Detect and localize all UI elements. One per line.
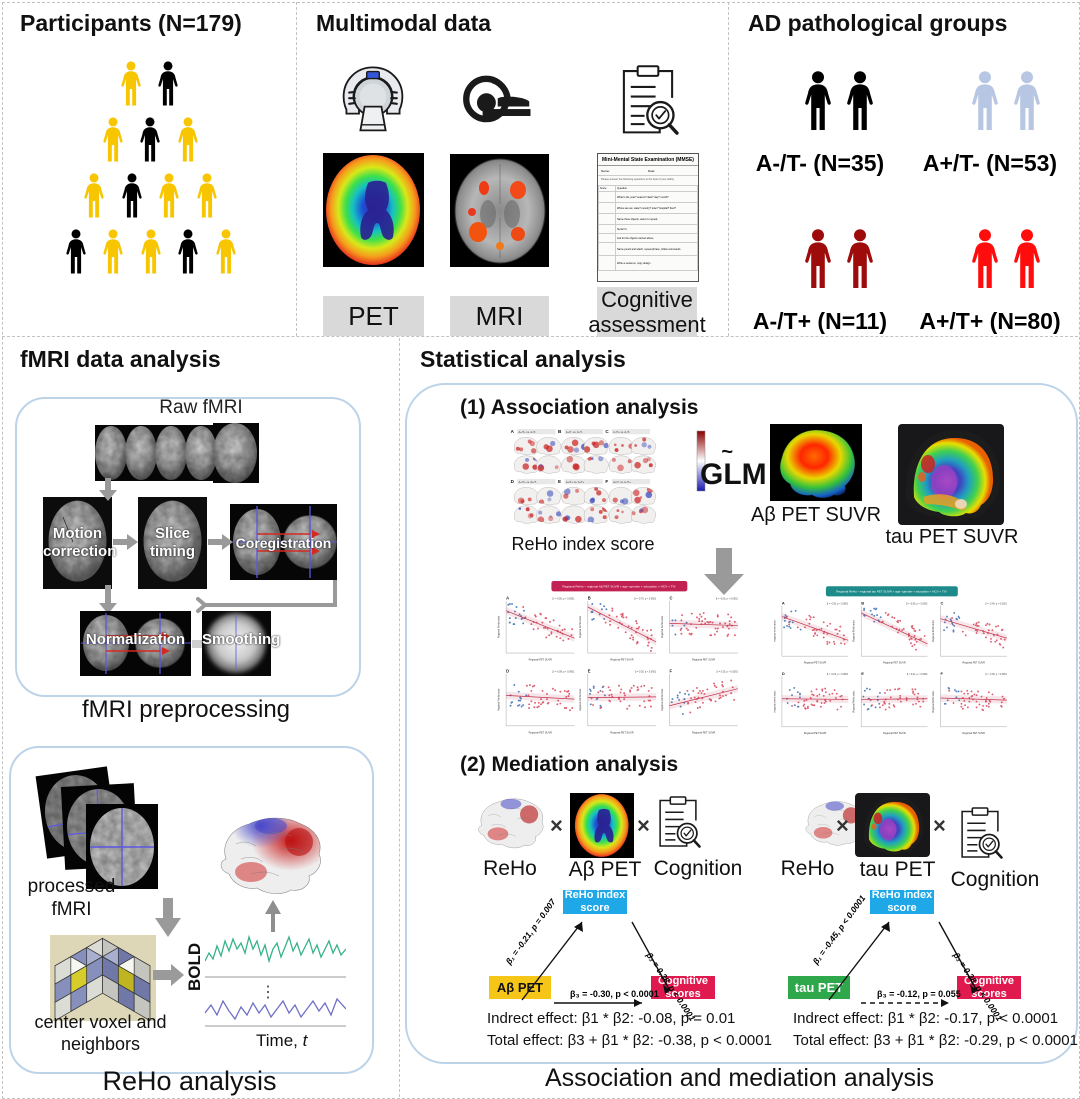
- svg-text:B: B: [558, 429, 562, 434]
- svg-text:Regional ReHo index: Regional ReHo index: [774, 690, 776, 713]
- svg-text:Regional PET SUVR: Regional PET SUVR: [610, 731, 633, 734]
- svg-text:E: E: [588, 668, 591, 673]
- svg-text:D: D: [782, 671, 785, 676]
- svg-text:D: D: [506, 668, 509, 673]
- svg-text:Regional ReHo index: Regional ReHo index: [854, 690, 856, 713]
- svg-text:A+/T+ vs. A+/T-: A+/T+ vs. A+/T-: [519, 480, 537, 484]
- svg-text:Regional ReHo index: Regional ReHo index: [497, 615, 500, 638]
- svg-text:Regional PET SUVR: Regional PET SUVR: [692, 658, 715, 661]
- svg-text:D: D: [511, 479, 515, 484]
- svg-text:C: C: [670, 596, 673, 601]
- svg-text:β = -0.40, p < 0.0001: β = -0.40, p < 0.0001: [985, 602, 1007, 605]
- svg-text:C: C: [605, 429, 609, 434]
- svg-text:Regional PET SUVR: Regional PET SUVR: [883, 732, 906, 735]
- svg-text:F: F: [670, 668, 673, 673]
- svg-text:Regional ReHo index: Regional ReHo index: [497, 688, 500, 711]
- svg-text:A: A: [506, 596, 509, 601]
- svg-text:Regional ReHo index: Regional ReHo index: [661, 615, 664, 638]
- svg-text:B: B: [861, 600, 864, 605]
- svg-text:β = 0.35, p < 0.0001: β = 0.35, p < 0.0001: [717, 670, 739, 673]
- svg-text:Regional PET SUVR: Regional PET SUVR: [610, 658, 633, 661]
- svg-text:Regional ReHo ~ regional Aβ PE: Regional ReHo ~ regional Aβ PET SUVR + a…: [562, 585, 676, 589]
- svg-text:A: A: [511, 429, 515, 434]
- svg-text:Regional PET SUVR: Regional PET SUVR: [529, 658, 552, 661]
- svg-text:Regional PET SUVR: Regional PET SUVR: [692, 731, 715, 734]
- svg-text:β₃ = -0.30, p < 0.0001: β₃ = -0.30, p < 0.0001: [570, 989, 659, 999]
- svg-text:Regional ReHo index: Regional ReHo index: [774, 619, 776, 642]
- svg-text:Regional ReHo index: Regional ReHo index: [933, 619, 935, 642]
- svg-text:E: E: [558, 479, 561, 484]
- svg-text:A: A: [782, 600, 785, 605]
- svg-text:A+/T+ vs. A-/T-: A+/T+ vs. A-/T-: [519, 430, 537, 434]
- svg-text:C: C: [941, 600, 944, 605]
- svg-text:B: B: [588, 596, 591, 601]
- svg-text:Regional ReHo index: Regional ReHo index: [579, 688, 582, 711]
- svg-text:β = 0.01, p < 0.0001: β = 0.01, p < 0.0001: [907, 673, 928, 676]
- svg-text:A+/T- vs. A-/T-: A+/T- vs. A-/T-: [566, 430, 583, 434]
- svg-text:A+/T- vs. A-/T+: A+/T- vs. A-/T+: [613, 480, 631, 484]
- svg-text:E: E: [861, 671, 864, 676]
- svg-text:Regional PET SUVR: Regional PET SUVR: [529, 731, 552, 734]
- svg-text:β₁ = -0.45, p < 0.0001: β₁ = -0.45, p < 0.0001: [810, 893, 868, 967]
- svg-text:Regional ReHo index: Regional ReHo index: [661, 688, 664, 711]
- svg-text:β = -0.08, p < 0.0001: β = -0.08, p < 0.0001: [552, 670, 575, 673]
- svg-text:F: F: [605, 479, 608, 484]
- svg-text:Regional ReHo ~ regional tau P: Regional ReHo ~ regional tau PET SUVR + …: [836, 590, 946, 594]
- svg-text:A+/T+ vs. A-/T+: A+/T+ vs. A-/T+: [566, 480, 585, 484]
- svg-text:β₃ = -0.12, p = 0.055: β₃ = -0.12, p = 0.055: [877, 989, 961, 999]
- svg-text:Regional PET SUVR: Regional PET SUVR: [804, 661, 827, 664]
- svg-text:A-/T+ vs. A-/T-: A-/T+ vs. A-/T-: [613, 430, 630, 434]
- svg-text:β = -0.05, p < 0.0001: β = -0.05, p < 0.0001: [716, 598, 739, 601]
- svg-text:F: F: [941, 671, 944, 676]
- svg-text:Regional ReHo index: Regional ReHo index: [854, 619, 856, 642]
- svg-text:β₁ = -0.21, p = 0.007: β₁ = -0.21, p = 0.007: [503, 896, 558, 967]
- svg-text:β = -0.70, p < 0.0001: β = -0.70, p < 0.0001: [634, 598, 657, 601]
- svg-text:Regional PET SUVR: Regional PET SUVR: [962, 661, 985, 664]
- svg-text:β = 0.02, p < 0.0001: β = 0.02, p < 0.0001: [635, 670, 657, 673]
- svg-text:Regional PET SUVR: Regional PET SUVR: [804, 732, 827, 735]
- svg-text:Regional ReHo index: Regional ReHo index: [579, 615, 582, 638]
- svg-text:β = -0.65, p < 0.0001: β = -0.65, p < 0.0001: [906, 602, 928, 605]
- svg-text:β = -0.50, p < 0.0001: β = -0.50, p < 0.0001: [827, 602, 849, 605]
- svg-text:β = -0.55, p < 0.0001: β = -0.55, p < 0.0001: [552, 598, 575, 601]
- svg-text:Regional PET SUVR: Regional PET SUVR: [883, 661, 906, 664]
- svg-text:Regional ReHo index: Regional ReHo index: [933, 690, 935, 713]
- svg-text:Regional PET SUVR: Regional PET SUVR: [962, 732, 985, 735]
- svg-text:β = -0.03, p < 0.0001: β = -0.03, p < 0.0001: [827, 673, 849, 676]
- svg-text:β = -0.05, p < 0.0001: β = -0.05, p < 0.0001: [985, 673, 1007, 676]
